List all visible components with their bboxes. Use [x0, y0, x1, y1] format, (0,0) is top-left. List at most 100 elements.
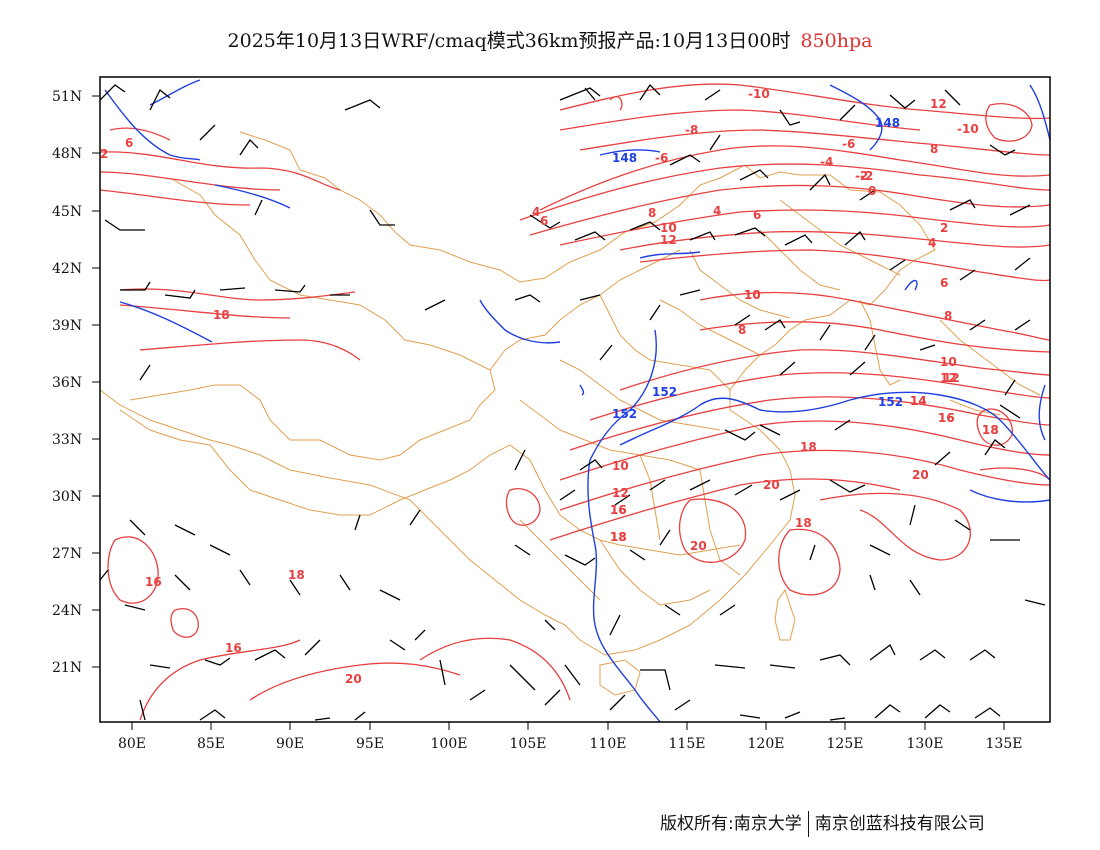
china-outline [100, 131, 936, 656]
geopotential-label: 152 [652, 385, 677, 399]
chart-title: 2025年10月13日WRF/cmaq模式36km预报产品:10月13日00时 8… [0, 26, 1100, 53]
lon-label: 120E [748, 736, 785, 752]
title-main: 2025年10月13日WRF/cmaq模式36km预报产品:10月13日00时 [227, 30, 791, 52]
longitude-ticks [131, 722, 1005, 730]
lon-label: 110E [590, 736, 627, 752]
lat-label: 33N [52, 432, 82, 448]
temperature-label: 16 [610, 503, 627, 517]
longitude-labels: 80E 85E 90E 95E 100E 105E 110E 115E 120E… [118, 736, 1023, 752]
temperature-label: -8 [685, 123, 698, 137]
temperature-label: 16 [145, 575, 162, 589]
temperature-label: 6 [125, 136, 133, 150]
lat-label: 48N [52, 146, 82, 162]
geopotential-label: 152 [878, 395, 903, 409]
temperature-label: 12 [943, 371, 960, 385]
temperature-label: 4 [532, 205, 540, 219]
temperature-label: 8 [930, 142, 938, 156]
temperature-label: 10 [612, 459, 629, 473]
temperature-label: 18 [800, 440, 817, 454]
temperature-label: -4 [820, 155, 833, 169]
lat-label: 30N [52, 489, 82, 505]
lon-label: 85E [197, 736, 225, 752]
map-frame [99, 76, 1051, 723]
lon-label: 95E [356, 736, 384, 752]
temperature-label: 18 [982, 423, 999, 437]
temperature-label: 12 [930, 97, 947, 111]
temperature-label: -2 [855, 169, 868, 183]
latitude-labels: 51N 48N 45N 42N 39N 36N 33N 30N 27N 24N … [52, 89, 82, 676]
temperature-labels: -10 -8 -6 -4 -2 0 2 4 6 8 10 12 14 16 18… [100, 87, 999, 686]
temperature-label: 14 [910, 394, 927, 408]
lon-label: 105E [510, 736, 547, 752]
temperature-label: -6 [655, 151, 668, 165]
temperature-label: 18 [795, 516, 812, 530]
temperature-label: 18 [982, 423, 999, 437]
temperature-label: 6 [540, 214, 548, 228]
lat-label: 27N [52, 546, 82, 562]
province-lines-central [489, 249, 791, 606]
lat-label: 51N [52, 89, 82, 105]
latitude-ticks [92, 95, 100, 668]
temperature-label: 10 [660, 221, 677, 235]
temperature-label: 2 [100, 147, 108, 161]
wind-barbs [100, 83, 1046, 721]
temperature-label: -6 [842, 137, 855, 151]
copyright-right: 南京创蓝科技有限公司 [814, 814, 985, 834]
province-lines-tibet [119, 409, 511, 516]
temperature-label: 8 [738, 323, 746, 337]
temperature-label: 0 [868, 184, 876, 198]
temperature-label: 18 [213, 308, 230, 322]
lat-label: 21N [52, 660, 82, 676]
temperature-label: 16 [938, 411, 955, 425]
temperature-label: -10 [957, 122, 979, 136]
temperature-label: 16 [610, 503, 627, 517]
temperature-label: 18 [610, 530, 627, 544]
temperature-label: 4 [713, 204, 721, 218]
temperature-label: 20 [763, 478, 780, 492]
geopotential-labels: 148 148 152 152 152 [612, 116, 903, 421]
taiwan-outline [774, 588, 796, 641]
temperature-label: 12 [612, 486, 629, 500]
temperature-label: 18 [288, 568, 305, 582]
lat-label: 45N [52, 204, 82, 220]
temperature-label: 10 [744, 288, 761, 302]
temperature-label: 2 [940, 221, 948, 235]
temperature-label: 12 [940, 371, 957, 385]
temperature-label: 18 [610, 530, 627, 544]
copyright-footer: 版权所有:南京大学 南京创蓝科技有限公司 [660, 809, 985, 837]
temperature-label: 8 [648, 206, 656, 220]
temperature-label: 12 [660, 233, 677, 247]
temperature-label: 14 [910, 394, 927, 408]
lon-label: 100E [431, 736, 468, 752]
lat-label: 24N [52, 603, 82, 619]
lon-label: 90E [276, 736, 304, 752]
copyright-left: 版权所有:南京大学 [660, 814, 802, 834]
temperature-label: 16 [938, 411, 955, 425]
lat-label: 36N [52, 375, 82, 391]
temperature-label: 6 [940, 276, 948, 290]
geopotential-label: 148 [875, 116, 900, 130]
temperature-label: 20 [345, 672, 362, 686]
temperature-label: 20 [690, 539, 707, 553]
temperature-label: 4 [928, 236, 936, 250]
temperature-label: 8 [944, 309, 952, 323]
boundary-lines [100, 131, 1041, 696]
geopotential-contours [104, 79, 1050, 722]
lat-label: 42N [52, 261, 82, 277]
lat-label: 39N [52, 318, 82, 334]
temperature-label: 10 [744, 288, 761, 302]
province-lines-northeast [759, 199, 901, 291]
lon-label: 125E [827, 736, 864, 752]
temperature-label: -2 [860, 169, 873, 183]
province-lines-west [129, 177, 496, 461]
lon-label: 130E [907, 736, 944, 752]
geopotential-label: 152 [612, 407, 637, 421]
temperature-label: 16 [225, 641, 242, 655]
lon-label: 115E [669, 736, 706, 752]
geopotential-label: 148 [612, 151, 637, 165]
footer-separator [807, 811, 809, 837]
title-pressure-level: 850hpa [800, 30, 873, 52]
temperature-label: 20 [912, 468, 929, 482]
lon-label: 80E [118, 736, 146, 752]
